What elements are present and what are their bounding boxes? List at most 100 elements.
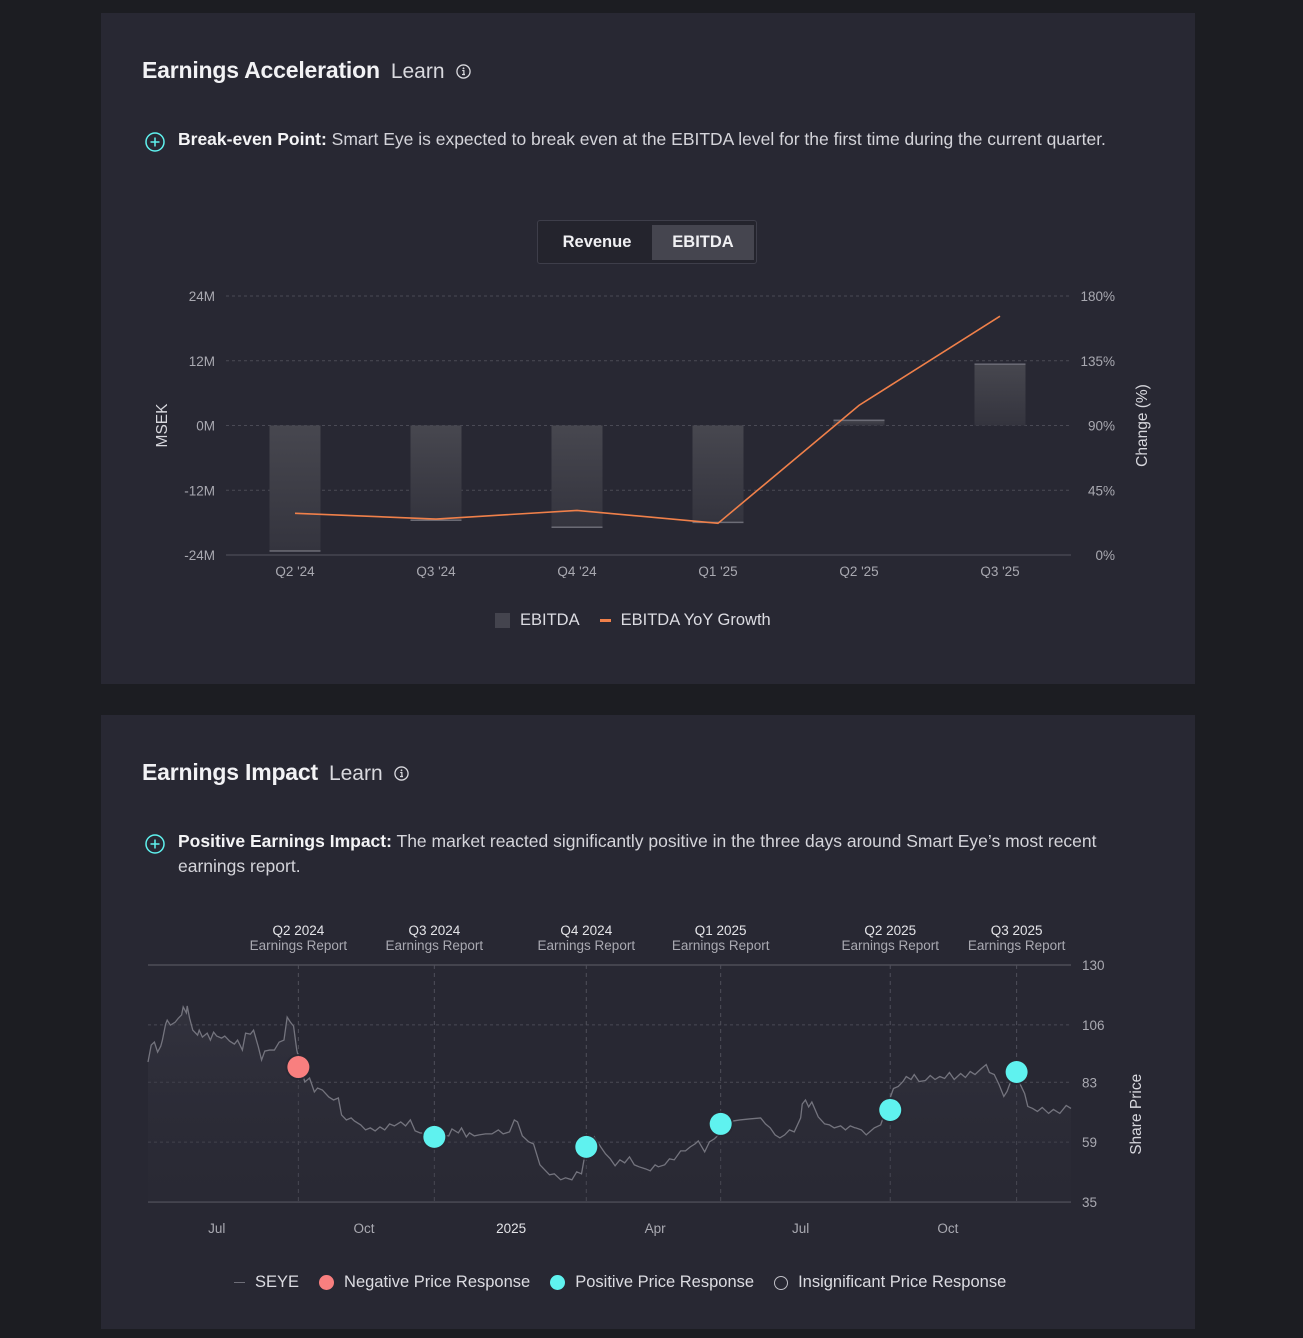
y2-tick-label: 180% (1080, 289, 1115, 304)
legend-label-positive: Positive Price Response (575, 1273, 755, 1291)
y-tick-label: 83 (1082, 1075, 1097, 1090)
toggle-revenue-button[interactable]: Revenue (562, 233, 632, 251)
y2-tick-label: 90% (1088, 419, 1115, 434)
line-swatch-icon (599, 619, 611, 622)
impact-learn-link[interactable]: Learn (328, 762, 383, 785)
price-legend: SEYE Negative Price Response Positive Pr… (234, 1273, 1026, 1292)
acceleration-header: Earnings Acceleration Learn (142, 57, 471, 84)
legend-item-positive[interactable]: Positive Price Response (550, 1273, 754, 1292)
y-tick-label: 12M (189, 354, 215, 369)
break-even-insight: Break-even Point: Smart Eye is expected … (144, 127, 1154, 153)
legend-item-seye[interactable]: SEYE (234, 1273, 299, 1292)
x-tick-label: Apr (645, 1221, 667, 1236)
positive-impact-insight: Positive Earnings Impact: The market rea… (144, 829, 1164, 879)
positive-response-marker (1005, 1061, 1028, 1084)
event-subtitle: Earnings Report (386, 938, 484, 953)
x-tick-label: Q4 '24 (557, 564, 597, 578)
x-tick-label: Oct (353, 1221, 374, 1236)
negative-dot-icon (319, 1275, 335, 1290)
bar-swatch-icon (495, 613, 510, 628)
y-tick-label: 35 (1082, 1195, 1097, 1210)
y2-tick-label: 135% (1080, 354, 1115, 369)
event-title: Q3 2025 (991, 923, 1043, 938)
x-tick-label: Q1 '25 (698, 564, 737, 578)
ebitda-bar-edge (269, 550, 321, 552)
x-tick-label: Oct (937, 1221, 958, 1236)
y2-tick-label: 45% (1088, 483, 1115, 498)
event-subtitle: Earnings Report (538, 938, 636, 953)
x-tick-label: 2025 (496, 1221, 526, 1236)
positive-dot-icon (550, 1275, 566, 1290)
event-title: Q4 2024 (560, 923, 612, 938)
earnings-acceleration-panel: Earnings Acceleration Learn Break-even P… (101, 13, 1195, 684)
y2-tick-label: 0% (1095, 548, 1115, 563)
insight-heading: Break-even Point: (178, 129, 327, 149)
legend-label-insignificant: Insignificant Price Response (798, 1273, 1007, 1291)
toggle-ebitda-button[interactable]: EBITDA (652, 225, 754, 260)
earnings-impact-panel: Earnings Impact Learn Positive Earnings … (101, 715, 1195, 1329)
event-subtitle: Earnings Report (968, 938, 1066, 953)
x-tick-label: Jul (208, 1221, 225, 1236)
y-axis-title: MSEK (154, 403, 171, 448)
y-tick-label: 130 (1082, 958, 1105, 973)
legend-label-ebitda-growth: EBITDA YoY Growth (620, 611, 771, 629)
insight-text: Positive Earnings Impact: The market rea… (178, 829, 1164, 879)
y-tick-label: 59 (1082, 1135, 1097, 1150)
ebitda-legend: EBITDA EBITDA YoY Growth (495, 611, 791, 630)
info-icon[interactable] (455, 64, 471, 79)
y2-axis-title: Change (%) (1134, 384, 1151, 467)
x-tick-label: Jul (792, 1221, 809, 1236)
ebitda-bar (692, 425, 744, 523)
ebitda-bar-edge (551, 526, 603, 528)
positive-response-marker (709, 1112, 732, 1135)
info-icon[interactable] (393, 766, 409, 781)
insight-body: The market reacted significantly positiv… (178, 831, 1097, 876)
insight-heading: Positive Earnings Impact: (178, 831, 392, 851)
ebitda-bar (410, 425, 462, 521)
ebitda-bar (974, 363, 1026, 426)
plus-circle-icon (144, 833, 166, 855)
event-title: Q1 2025 (695, 923, 747, 938)
x-tick-label: Q3 '25 (980, 564, 1019, 578)
seye-price-line (147, 1005, 1072, 1181)
y-tick-label: 106 (1082, 1018, 1105, 1033)
impact-title: Earnings Impact (142, 759, 318, 785)
y-axis-title: Share Price (1128, 1074, 1145, 1155)
event-title: Q2 2025 (864, 923, 916, 938)
legend-label-ebitda: EBITDA (520, 611, 580, 629)
ebitda-chart: -24M -12M 0M 12M 24M 0% 45% 90% 135% 180% MSEK Chan… (154, 289, 1151, 578)
legend-label-seye: SEYE (255, 1273, 300, 1291)
event-title: Q3 2024 (408, 923, 460, 938)
ebitda-bar (833, 419, 885, 426)
acceleration-learn-link[interactable]: Learn (390, 60, 445, 83)
legend-item-negative[interactable]: Negative Price Response (319, 1273, 530, 1292)
legend-item-ebitda[interactable]: EBITDA (495, 611, 580, 630)
x-tick-label: Q2 '24 (275, 564, 315, 578)
x-tick-label: Q3 '24 (416, 564, 456, 578)
negative-response-marker (287, 1056, 310, 1079)
event-subtitle: Earnings Report (672, 938, 770, 953)
y-tick-label: -24M (184, 548, 215, 563)
positive-response-marker (423, 1125, 446, 1148)
price-area-fill (148, 1005, 1071, 1202)
positive-response-marker (879, 1098, 902, 1121)
y-tick-label: -12M (184, 483, 215, 498)
ebitda-growth-line (294, 315, 1001, 525)
y-tick-label: 24M (189, 289, 215, 304)
positive-response-marker (575, 1135, 598, 1158)
legend-label-negative: Negative Price Response (344, 1273, 531, 1291)
legend-item-ebitda-growth[interactable]: EBITDA YoY Growth (599, 611, 771, 630)
ebitda-bar-edge (974, 363, 1026, 365)
impact-header: Earnings Impact Learn (142, 759, 409, 786)
insight-body: Smart Eye is expected to break even at t… (326, 129, 1106, 149)
insight-text: Break-even Point: Smart Eye is expected … (178, 127, 1106, 153)
legend-item-insignificant[interactable]: Insignificant Price Response (774, 1273, 1006, 1292)
plus-circle-icon (144, 131, 166, 153)
hollow-dot-icon (774, 1275, 789, 1290)
ebitda-bar (269, 425, 321, 552)
metric-toggle: Revenue EBITDA (537, 220, 757, 264)
ebitda-bar-edge (833, 419, 885, 422)
event-title: Q2 2024 (272, 923, 324, 938)
event-subtitle: Earnings Report (250, 938, 348, 953)
